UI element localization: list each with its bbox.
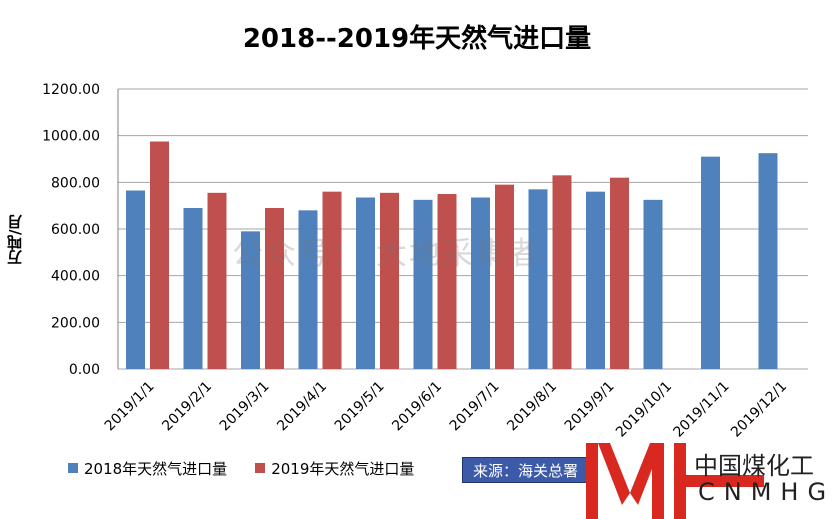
x-tick-label: 2019/8/1 [504,379,560,435]
x-tick-label: 2019/2/1 [159,379,215,435]
legend: 2018年天然气进口量 2019年天然气进口量 [68,455,442,481]
y-tick-label: 200.00 [51,315,100,331]
x-tick-label: 2019/12/1 [728,379,790,441]
chart-title: 2018--2019年天然气进口量 [242,24,592,54]
x-tick-label: 2019/3/1 [217,379,273,435]
x-tick-label: 2019/5/1 [332,379,388,435]
x-tick-label: 2019/6/1 [389,379,445,435]
x-tick-label: 2019/1/1 [102,379,158,435]
y-tick-label: 400.00 [51,269,100,285]
bar-2018 [471,197,490,369]
logo-text-en: CNMHG [698,478,834,506]
bar-2019 [610,177,629,369]
y-tick-label: 1000.00 [42,129,100,145]
bar-2019 [322,191,342,369]
bar-2018 [758,153,778,369]
legend-label-2018: 2018年天然气进口量 [84,459,228,478]
logo-text-cn: 中国煤化工 [694,452,814,480]
watermark-text: 公众号： 大地采集者 [232,236,541,272]
legend-item-2019: 2019年天然气进口量 [255,458,414,479]
bar-2018 [528,189,548,369]
bar-2018 [183,208,203,369]
bar-2019 [207,192,227,369]
x-tick-label: 2019/4/1 [274,379,330,435]
bar-2019 [150,141,169,369]
source-label: 来源：海关总署 [462,457,592,483]
bar-2018 [241,231,260,369]
bar-2018 [643,199,663,369]
y-tick-label: 800.00 [51,175,100,191]
bar-2019 [265,208,284,369]
legend-label-2019: 2019年天然气进口量 [271,459,415,478]
bar-2019 [495,184,514,369]
y-tick-label: 600.00 [51,222,100,238]
bar-2018 [701,156,720,369]
bar-2018 [413,199,433,369]
bar-2018 [298,210,318,369]
legend-item-2018: 2018年天然气进口量 [68,458,227,479]
x-tick-label: 2019/11/1 [670,379,732,441]
x-tick-label: 2019/10/1 [613,379,675,441]
bar-2018 [126,190,145,369]
x-tick-label: 2019/7/1 [447,379,503,435]
x-tick-label: 2019/9/1 [562,379,618,435]
bar-2019 [380,192,399,369]
bar-2019 [552,175,572,369]
bar-2018 [586,191,605,369]
y-tick-label: 1200.00 [42,82,100,98]
legend-swatch-2018 [68,463,78,473]
bar-2018 [356,197,375,369]
y-tick-label: 0.00 [69,362,100,378]
logo-mark [586,443,764,519]
bar-2019 [437,194,457,369]
legend-swatch-2019 [255,463,266,473]
